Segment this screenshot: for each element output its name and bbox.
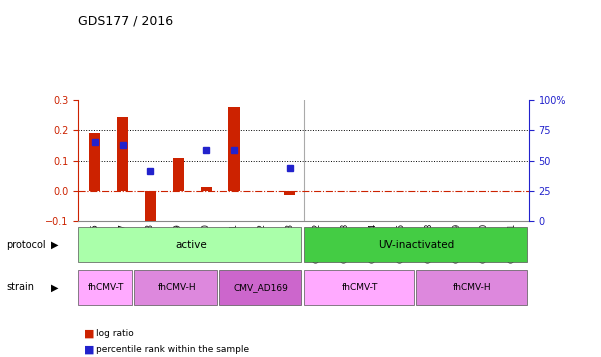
FancyBboxPatch shape	[78, 270, 132, 305]
Text: fhCMV-H: fhCMV-H	[157, 283, 196, 292]
Text: percentile rank within the sample: percentile rank within the sample	[96, 345, 249, 355]
FancyBboxPatch shape	[135, 270, 217, 305]
Bar	[145, 191, 156, 231]
FancyBboxPatch shape	[78, 227, 301, 262]
FancyBboxPatch shape	[416, 270, 526, 305]
Text: fhCMV-T: fhCMV-T	[341, 283, 378, 292]
Text: fhCMV-H: fhCMV-H	[453, 283, 492, 292]
Bar	[201, 187, 212, 191]
Text: ▶: ▶	[51, 282, 58, 292]
Text: ■: ■	[84, 329, 94, 339]
Bar	[117, 117, 128, 191]
Text: log ratio: log ratio	[96, 329, 134, 338]
Text: UV-inactivated: UV-inactivated	[378, 240, 454, 250]
Text: protocol: protocol	[6, 240, 46, 250]
FancyBboxPatch shape	[304, 270, 414, 305]
Text: ■: ■	[84, 345, 94, 355]
Text: strain: strain	[6, 282, 34, 292]
Bar	[228, 107, 240, 191]
Bar	[90, 134, 100, 191]
FancyBboxPatch shape	[304, 227, 526, 262]
Text: GDS177 / 2016: GDS177 / 2016	[78, 14, 173, 27]
Text: CMV_AD169: CMV_AD169	[234, 283, 288, 292]
Bar	[284, 191, 295, 195]
FancyBboxPatch shape	[219, 270, 301, 305]
Bar	[172, 158, 184, 191]
Text: active: active	[175, 240, 207, 250]
Text: ▶: ▶	[51, 240, 58, 250]
Text: fhCMV-T: fhCMV-T	[88, 283, 124, 292]
